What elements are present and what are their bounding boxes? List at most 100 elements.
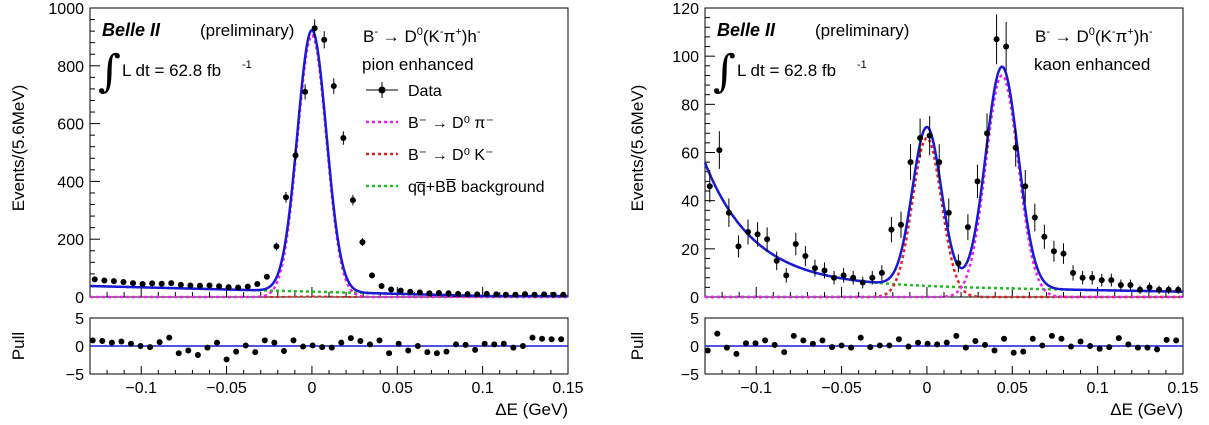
pull-marker bbox=[99, 337, 106, 344]
pull-marker bbox=[1144, 344, 1151, 351]
data-marker bbox=[811, 265, 818, 272]
decay-label-part: + bbox=[1127, 26, 1133, 38]
pull-marker bbox=[424, 349, 431, 356]
x-axis-label: ΔE (GeV) bbox=[1110, 400, 1183, 419]
pull-marker bbox=[1134, 344, 1141, 351]
data-point bbox=[340, 131, 347, 145]
data-marker bbox=[1127, 281, 1134, 288]
data-marker bbox=[802, 253, 809, 260]
data-marker bbox=[955, 260, 962, 267]
data-marker bbox=[1165, 286, 1172, 293]
decay-label-part: → D bbox=[1050, 27, 1089, 46]
data-marker bbox=[282, 194, 289, 201]
data-marker bbox=[541, 291, 548, 298]
data-point bbox=[1089, 270, 1096, 285]
pull-marker bbox=[261, 337, 268, 344]
x-tick-label: 0 bbox=[922, 380, 931, 397]
pull-marker bbox=[886, 342, 893, 349]
data-marker bbox=[745, 228, 752, 235]
data-point bbox=[811, 259, 818, 277]
data-point bbox=[1070, 265, 1077, 281]
selection-label: pion enhanced bbox=[362, 55, 474, 74]
data-point bbox=[474, 291, 481, 298]
data-point bbox=[445, 290, 452, 297]
pull-marker bbox=[510, 344, 517, 351]
data-point bbox=[888, 216, 895, 243]
pull-marker bbox=[762, 337, 769, 344]
pull-marker bbox=[453, 341, 460, 348]
data-point bbox=[1050, 240, 1057, 262]
data-marker bbox=[1050, 248, 1057, 255]
data-point bbox=[802, 246, 809, 266]
legend-data-marker bbox=[378, 86, 386, 94]
data-marker bbox=[974, 178, 981, 185]
data-marker bbox=[764, 236, 771, 243]
data-point bbox=[254, 280, 261, 287]
curve-total-fit bbox=[703, 65, 1184, 293]
x-tick-label: 0 bbox=[307, 380, 316, 397]
pull-marker bbox=[347, 335, 354, 342]
pull-marker bbox=[972, 337, 979, 344]
data-point bbox=[378, 283, 385, 290]
decay-label-part: B bbox=[363, 27, 374, 46]
data-point bbox=[754, 222, 761, 247]
data-marker bbox=[349, 197, 356, 204]
pull-marker bbox=[934, 341, 941, 348]
pull-marker bbox=[194, 351, 201, 358]
data-marker bbox=[435, 289, 442, 296]
pull-marker bbox=[519, 343, 526, 349]
data-marker bbox=[321, 36, 328, 43]
data-marker bbox=[244, 283, 251, 290]
data-marker bbox=[521, 291, 528, 298]
decay-label-part: → D bbox=[378, 27, 417, 46]
data-point bbox=[1156, 285, 1163, 294]
pull-marker bbox=[462, 341, 469, 348]
data-point bbox=[531, 291, 538, 298]
y-tick-label: 600 bbox=[57, 117, 84, 134]
data-point bbox=[1012, 128, 1019, 167]
data-point bbox=[945, 198, 952, 227]
data-point bbox=[964, 214, 971, 241]
data-marker bbox=[1156, 286, 1163, 293]
data-marker bbox=[502, 291, 509, 298]
curve-background bbox=[703, 162, 1184, 293]
data-marker bbox=[464, 291, 471, 298]
data-point bbox=[821, 262, 828, 279]
luminosity-label: L dt = 62.8 fb bbox=[737, 61, 836, 80]
pull-marker bbox=[800, 337, 807, 344]
data-point bbox=[917, 118, 924, 158]
data-point bbox=[311, 19, 318, 38]
pull-marker bbox=[175, 350, 182, 357]
pull-marker bbox=[481, 340, 488, 347]
pull-marker bbox=[915, 339, 922, 346]
pull-marker bbox=[214, 339, 221, 346]
pull-marker bbox=[414, 343, 421, 349]
data-marker bbox=[158, 280, 165, 287]
y-axis-label: Events/(5.6MeV) bbox=[628, 85, 647, 212]
x-tick-label: −0.1 bbox=[740, 380, 772, 397]
data-point bbox=[359, 238, 366, 247]
luminosity-exponent: -1 bbox=[242, 59, 252, 71]
pull-marker bbox=[981, 341, 988, 348]
y-tick-label: 100 bbox=[672, 49, 699, 66]
data-marker bbox=[483, 290, 490, 297]
pull-y-tick-label: −5 bbox=[66, 367, 84, 384]
data-point bbox=[483, 290, 490, 297]
pull-marker bbox=[1020, 348, 1027, 355]
pull-marker bbox=[118, 338, 125, 345]
x-tick-label: 0.15 bbox=[552, 380, 583, 397]
x-tick-label: −0.05 bbox=[821, 380, 862, 397]
data-marker bbox=[1012, 144, 1019, 151]
pull-marker bbox=[867, 344, 874, 351]
data-marker bbox=[936, 159, 943, 166]
pull-marker bbox=[771, 341, 778, 348]
y-tick-label: 80 bbox=[681, 97, 699, 114]
data-point bbox=[512, 291, 519, 298]
pull-marker bbox=[1154, 346, 1161, 353]
pull-marker bbox=[252, 349, 259, 356]
data-marker bbox=[993, 36, 1000, 43]
pull-marker bbox=[924, 340, 931, 347]
data-point bbox=[1108, 273, 1115, 287]
data-marker bbox=[168, 280, 175, 287]
data-point bbox=[407, 288, 414, 295]
